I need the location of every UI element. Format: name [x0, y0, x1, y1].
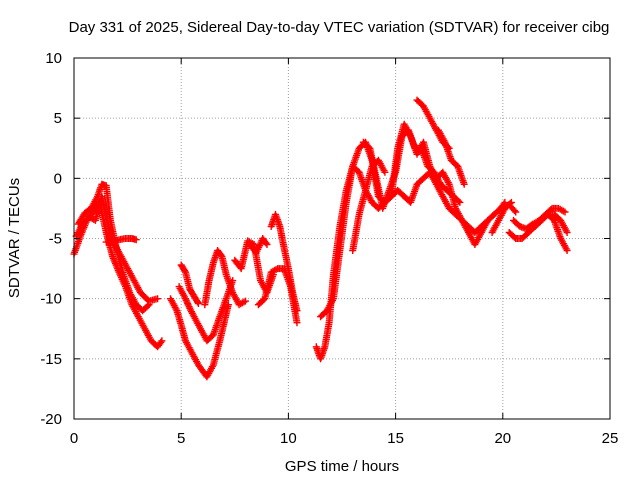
series-t9b [246, 235, 271, 257]
plus-markers [175, 277, 237, 345]
series-t10 [312, 162, 509, 363]
y-tick-label: 0 [54, 170, 62, 187]
series-t6b [177, 261, 202, 307]
plus-markers [177, 261, 202, 307]
plus-markers [505, 201, 520, 216]
series-t11 [317, 120, 492, 321]
plus-markers [267, 210, 301, 315]
plus-markers [312, 162, 509, 363]
data-series [70, 96, 571, 381]
plus-markers [531, 210, 571, 254]
series-t13d [531, 210, 571, 254]
chart-title: Day 331 of 2025, Sidereal Day-to-day VTE… [69, 19, 610, 36]
plus-markers [167, 295, 232, 381]
series-t3b [102, 235, 140, 246]
plus-markers [435, 126, 468, 188]
y-tick-label: -15 [40, 351, 62, 368]
series-t12d [435, 126, 468, 188]
y-tick-label: 10 [45, 50, 62, 67]
y-tick-labels: -20 -15 -10 -5 0 5 10 [40, 50, 62, 428]
axis-ticks [73, 57, 611, 420]
plus-markers [102, 235, 140, 246]
series-t5 [175, 277, 237, 345]
y-axis-label: SDTVAR / TECUs [6, 178, 23, 298]
x-tick-labels: 0 5 10 15 20 25 [70, 430, 619, 447]
series-t4 [167, 295, 232, 381]
series-t12c [349, 156, 389, 254]
x-tick-label: 20 [494, 430, 511, 447]
x-tick-label: 10 [280, 430, 297, 447]
y-tick-label: 5 [54, 110, 62, 127]
plus-markers [201, 247, 249, 309]
y-tick-label: -5 [49, 231, 62, 248]
plus-markers [349, 156, 389, 254]
x-tick-label: 5 [177, 430, 185, 447]
x-tick-label: 25 [602, 430, 619, 447]
series-t6 [201, 247, 249, 309]
y-tick-label: -20 [40, 411, 62, 428]
y-tick-label: -10 [40, 291, 62, 308]
series-t13e [505, 201, 520, 216]
x-axis-label: GPS time / hours [285, 458, 399, 475]
x-tick-label: 0 [70, 430, 78, 447]
plus-markers [317, 120, 492, 321]
x-tick-label: 15 [387, 430, 404, 447]
series-t9 [267, 210, 301, 315]
plus-markers [246, 235, 271, 257]
